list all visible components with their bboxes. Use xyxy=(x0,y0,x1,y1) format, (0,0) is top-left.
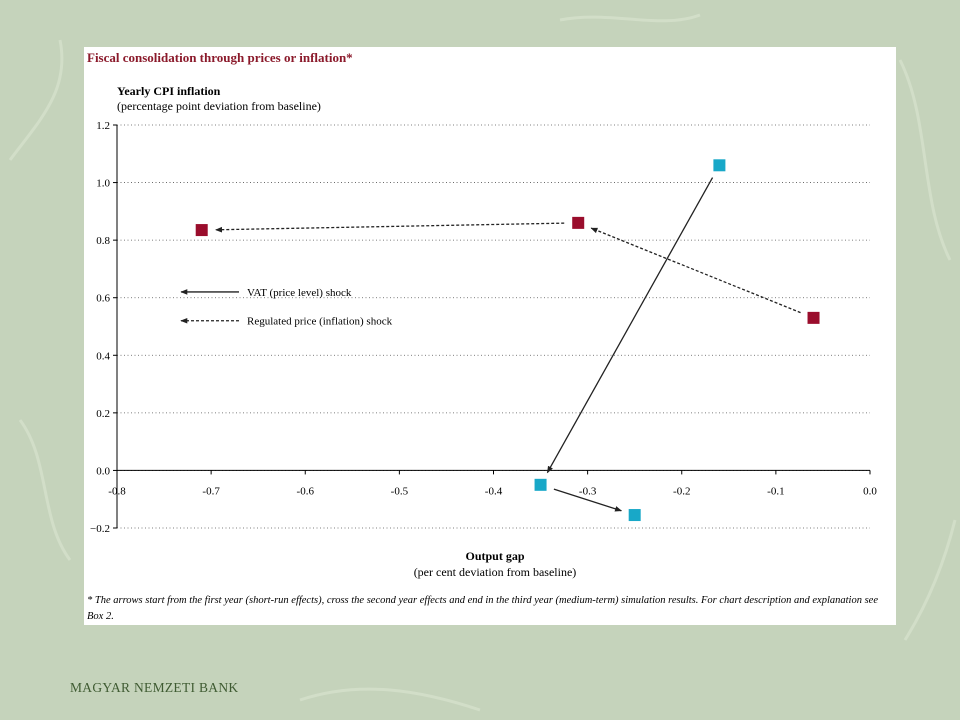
chart-title: Fiscal consolidation through prices or i… xyxy=(87,50,353,65)
x-tick-label: -0.8 xyxy=(108,485,126,497)
x-axis-sublabel: (per cent deviation from baseline) xyxy=(413,565,577,579)
y-tick-label: 1.0 xyxy=(96,178,110,190)
plot-area: −0.2 0.0 0.2 0.4 0.6 0.8 1.0 1.2 -0.8 -0.7 -0.6 -0.… xyxy=(90,120,877,535)
x-tick-label: -0.3 xyxy=(579,485,597,497)
x-tick-label: -0.2 xyxy=(673,485,690,497)
x-axis-label: Output gap xyxy=(465,549,525,563)
series-arrow xyxy=(546,177,714,474)
y-tick-label: 1.2 xyxy=(96,120,110,132)
y-tick-label: 0.2 xyxy=(96,408,110,420)
y-tick-label: 0.0 xyxy=(96,465,110,477)
chart-panel: Fiscal consolidation through prices or i… xyxy=(84,47,896,625)
data-point xyxy=(713,159,726,172)
y-axis-label: Yearly CPI inflation xyxy=(117,84,221,98)
y-axis-sublabel: (percentage point deviation from baselin… xyxy=(117,99,321,113)
data-point xyxy=(628,509,641,522)
series-arrow xyxy=(553,488,623,512)
chart-footnote: * The arrows start from the first year (… xyxy=(87,595,878,622)
y-tick-label: 0.8 xyxy=(96,235,110,247)
x-tick-label: -0.6 xyxy=(297,485,315,497)
data-point xyxy=(572,216,585,229)
x-tick-label: 0.0 xyxy=(863,485,877,497)
data-point xyxy=(807,311,820,324)
x-tick-label: -0.4 xyxy=(485,485,503,497)
logo-text: MAGYAR NEMZETI BANK xyxy=(70,680,239,695)
y-tick-label: −0.2 xyxy=(90,523,110,535)
x-tick-label: -0.1 xyxy=(767,485,784,497)
x-tick-label: -0.7 xyxy=(202,485,220,497)
mnb-logo: MAGYAR NEMZETI BANK xyxy=(70,636,260,706)
legend-label: VAT (price level) shock xyxy=(247,287,352,299)
y-tick-label: 0.4 xyxy=(96,350,110,362)
data-point xyxy=(195,224,208,237)
data-point xyxy=(534,478,547,491)
series-arrow xyxy=(590,227,801,314)
legend-label: Regulated price (inflation) shock xyxy=(247,316,393,328)
series-arrow xyxy=(215,222,565,233)
x-tick-label: -0.5 xyxy=(391,485,409,497)
y-tick-label: 0.6 xyxy=(96,293,110,305)
